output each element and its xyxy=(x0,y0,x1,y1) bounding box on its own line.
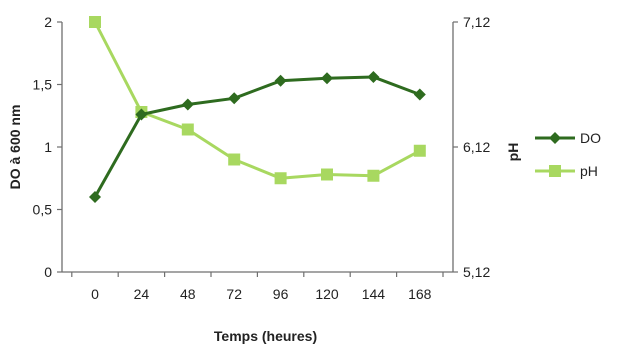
data-point-do xyxy=(181,98,194,111)
series-line-do xyxy=(93,75,421,198)
x-tick-label: 96 xyxy=(273,286,289,302)
left-y-tick-label: 2 xyxy=(44,14,52,30)
x-tick-label: 72 xyxy=(226,286,242,302)
data-point-do xyxy=(228,92,241,105)
legend-label-do: DO xyxy=(580,130,601,146)
data-point-do xyxy=(135,108,148,121)
legend: DO pH xyxy=(535,130,601,179)
data-point-ph xyxy=(321,168,333,181)
x-tick-label: 24 xyxy=(134,286,150,302)
x-tick-label: 48 xyxy=(180,286,196,302)
series-layer xyxy=(89,16,426,203)
x-tick-label: 120 xyxy=(315,286,339,302)
left-y-axis-title: DO à 600 nm xyxy=(7,105,23,190)
right-y-tick-label: 6,12 xyxy=(463,139,490,155)
data-point-do xyxy=(367,71,380,83)
legend-label-ph: pH xyxy=(580,163,598,179)
data-point-do xyxy=(321,72,333,85)
data-point-do xyxy=(413,88,426,101)
data-point-do xyxy=(89,191,101,203)
series-line-ph xyxy=(93,21,421,180)
right-y-axis-title: pH xyxy=(505,143,521,162)
x-tick-label: 144 xyxy=(362,286,386,302)
labels: 0 0,5 1 1,5 2 5,12 6,12 7,12 0 24 48 72 96 120 144 168 T… xyxy=(7,14,521,344)
right-y-tick-label: 7,12 xyxy=(463,14,490,30)
data-point-ph xyxy=(181,123,194,136)
legend-marker-do xyxy=(549,132,561,144)
x-tick-label: 0 xyxy=(91,286,99,302)
data-point-ph xyxy=(367,169,380,182)
left-y-tick-label: 0 xyxy=(44,264,52,280)
x-axis-title: Temps (heures) xyxy=(214,328,317,344)
data-point-ph xyxy=(413,144,426,157)
data-point-ph xyxy=(89,16,101,28)
data-point-do xyxy=(274,74,287,87)
data-point-ph xyxy=(274,172,287,185)
axes xyxy=(57,21,458,277)
x-tick-label: 168 xyxy=(408,286,432,302)
left-y-tick-label: 1 xyxy=(44,139,52,155)
left-y-tick-label: 1,5 xyxy=(33,77,53,93)
legend-marker-ph xyxy=(549,165,561,177)
right-y-tick-label: 5,12 xyxy=(463,264,490,280)
left-y-tick-label: 0,5 xyxy=(33,202,53,218)
data-point-ph xyxy=(228,153,241,166)
